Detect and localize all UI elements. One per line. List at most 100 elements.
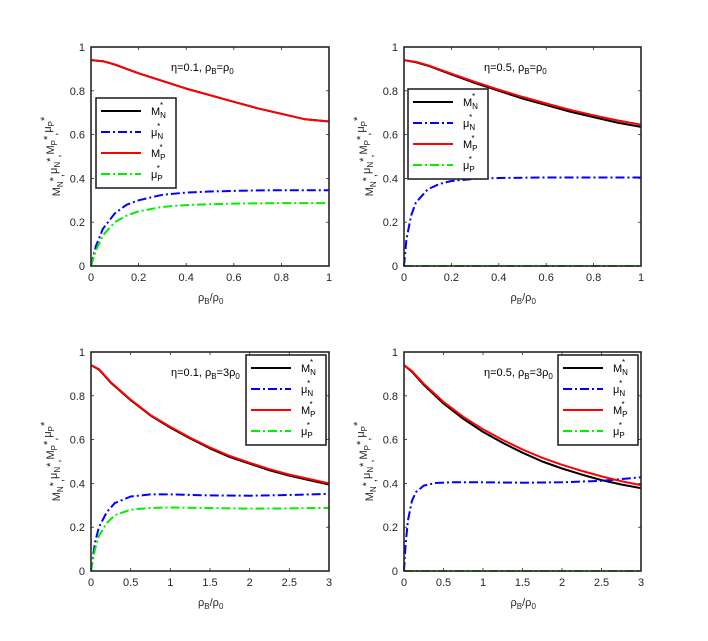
legend-entry-label: μN*: [301, 379, 313, 398]
axes-box: [90, 351, 330, 572]
legend-entry-label: MP*: [151, 143, 166, 162]
y-tick-label: 0.8: [70, 86, 85, 98]
legend-entry-label: MP*: [613, 400, 628, 419]
y-axis-label: MN*,μN*,MP*,μP*: [39, 116, 66, 196]
series-line-m-p-mass: [403, 59, 642, 126]
y-tick-label: 0: [79, 566, 85, 578]
y-tick-label: 0.4: [70, 478, 85, 490]
y-tick-label: 0.4: [383, 173, 398, 185]
legend-entry-label: μP*: [613, 421, 625, 440]
series-line-m-p-mass: [90, 364, 330, 485]
y-tick-label: 0.8: [383, 391, 398, 403]
x-tick-label: 0.5: [123, 577, 138, 589]
x-tick-label: 0: [88, 577, 94, 589]
y-tick-label: 1: [392, 42, 398, 54]
x-axis-label: ρB/ρ0: [511, 597, 537, 611]
chart-panel-4: 0 0.5 1 1.5 2 2.5 3 0 0.2 0.4 0.6 0.8 1 η=0.5, ρB=3ρ0…: [352, 347, 644, 611]
y-tick-label: 0.2: [70, 217, 85, 229]
y-tick-label: 0.6: [70, 435, 85, 447]
y-tick-label: 0.2: [383, 522, 398, 534]
chart-panel-3: 0 0.5 1 1.5 2 2.5 3 0 0.2 0.4 0.6 0.8 1 η=0.1, ρB=3ρ0…: [39, 347, 332, 611]
y-tick-label: 1: [79, 42, 85, 54]
x-tick-label: 2: [247, 577, 253, 589]
legend-entry-label: MN*: [463, 92, 478, 111]
x-tick-label: 0.8: [586, 272, 601, 284]
legend-entry-label: MN*: [613, 358, 628, 377]
y-tick-label: 0: [392, 566, 398, 578]
y-tick-label: 0.2: [70, 522, 85, 534]
axes-box: [90, 46, 330, 267]
series-line-μ-p-mu: [90, 506, 330, 572]
x-tick-label: 2.5: [594, 577, 609, 589]
y-tick-label: 0.8: [70, 391, 85, 403]
y-axis-label: MN*,μN*,MP*,μP*: [39, 421, 66, 501]
legend-entry-label: μN*: [613, 379, 625, 398]
x-tick-label: 0: [88, 272, 94, 284]
legend-entry-label: MN*: [301, 358, 316, 377]
legend-entry-label: μN*: [463, 113, 475, 132]
axes-box: [403, 46, 642, 267]
x-tick-label: 1: [480, 577, 486, 589]
chart-panel-2: 0 0.2 0.4 0.6 0.8 1 0 0.2 0.4 0.6 0.8 1 η=0.5, ρB=ρ0…: [352, 42, 644, 306]
panel-annotation: η=0.5, ρB=ρ0: [484, 62, 547, 76]
legend-entry-label: MN*: [151, 101, 166, 120]
legend-entry-label: μP*: [301, 421, 313, 440]
x-tick-label: 0.4: [179, 272, 194, 284]
x-tick-label: 0.6: [539, 272, 554, 284]
x-tick-label: 0.4: [491, 272, 506, 284]
panel-annotation: η=0.1, ρB=3ρ0: [171, 367, 240, 381]
chart-panel-1: 0 0.2 0.4 0.6 0.8 1 0 0.2 0.4 0.6 0.8 1 η=0.1, ρB=ρ0…: [39, 42, 332, 306]
x-tick-label: 1: [638, 272, 644, 284]
series-line-μ-p-mu: [90, 202, 329, 267]
y-tick-label: 1: [392, 347, 398, 359]
legend-entry-label: MP*: [463, 134, 478, 153]
series-line-μ-n-mu: [403, 176, 641, 267]
x-tick-label: 0.8: [274, 272, 289, 284]
legend-entry-label: μP*: [463, 155, 475, 174]
y-axis-label: MN*,μN*,MP*,μP*: [352, 421, 379, 501]
x-tick-label: 1: [167, 577, 173, 589]
y-tick-label: 0: [392, 261, 398, 273]
x-tick-label: 0.2: [131, 272, 146, 284]
y-tick-label: 0.4: [70, 173, 85, 185]
x-axis-label: ρB/ρ0: [198, 597, 224, 611]
x-tick-label: 1.5: [202, 577, 217, 589]
x-tick-label: 2: [559, 577, 565, 589]
x-tick-label: 2.5: [282, 577, 297, 589]
x-tick-label: 0: [401, 577, 407, 589]
x-tick-label: 1: [326, 272, 332, 284]
x-tick-label: 3: [326, 577, 332, 589]
series-line-μ-n-mu: [90, 189, 329, 267]
y-tick-label: 0: [79, 261, 85, 273]
y-tick-label: 0.6: [383, 130, 398, 142]
y-tick-label: 1: [79, 347, 85, 359]
legend-entry-label: μP*: [151, 164, 163, 183]
panel-annotation: η=0.5, ρB=3ρ0: [484, 367, 553, 381]
x-tick-label: 1.5: [515, 577, 530, 589]
x-axis-label: ρB/ρ0: [511, 292, 537, 306]
series-line-m-p-mass: [403, 364, 642, 487]
x-tick-label: 3: [638, 577, 644, 589]
y-tick-label: 0.6: [70, 130, 85, 142]
y-tick-label: 0.6: [383, 435, 398, 447]
series-line-m-p-mass: [90, 59, 330, 123]
panel-annotation: η=0.1, ρB=ρ0: [171, 62, 234, 76]
legend-entry-label: MP*: [301, 400, 316, 419]
axes-box: [403, 351, 642, 572]
x-tick-label: 0: [401, 272, 407, 284]
y-tick-label: 0.4: [383, 478, 398, 490]
legend: MN* μN* MP* μP*: [245, 354, 327, 446]
series-line-μ-n-mu: [90, 492, 330, 572]
x-axis-label: ρB/ρ0: [198, 292, 224, 306]
legend-entry-label: μN*: [151, 122, 163, 141]
legend: MN* μN* MP* μP*: [95, 97, 177, 189]
x-tick-label: 0.2: [444, 272, 459, 284]
y-tick-label: 0.2: [383, 217, 398, 229]
y-tick-label: 0.8: [383, 86, 398, 98]
series-line-μ-n-mu: [403, 476, 642, 572]
legend: MN* μN* MP* μP*: [407, 88, 489, 180]
legend: MN* μN* MP* μP*: [557, 354, 639, 446]
x-tick-label: 0.6: [226, 272, 241, 284]
x-tick-label: 0.5: [436, 577, 451, 589]
